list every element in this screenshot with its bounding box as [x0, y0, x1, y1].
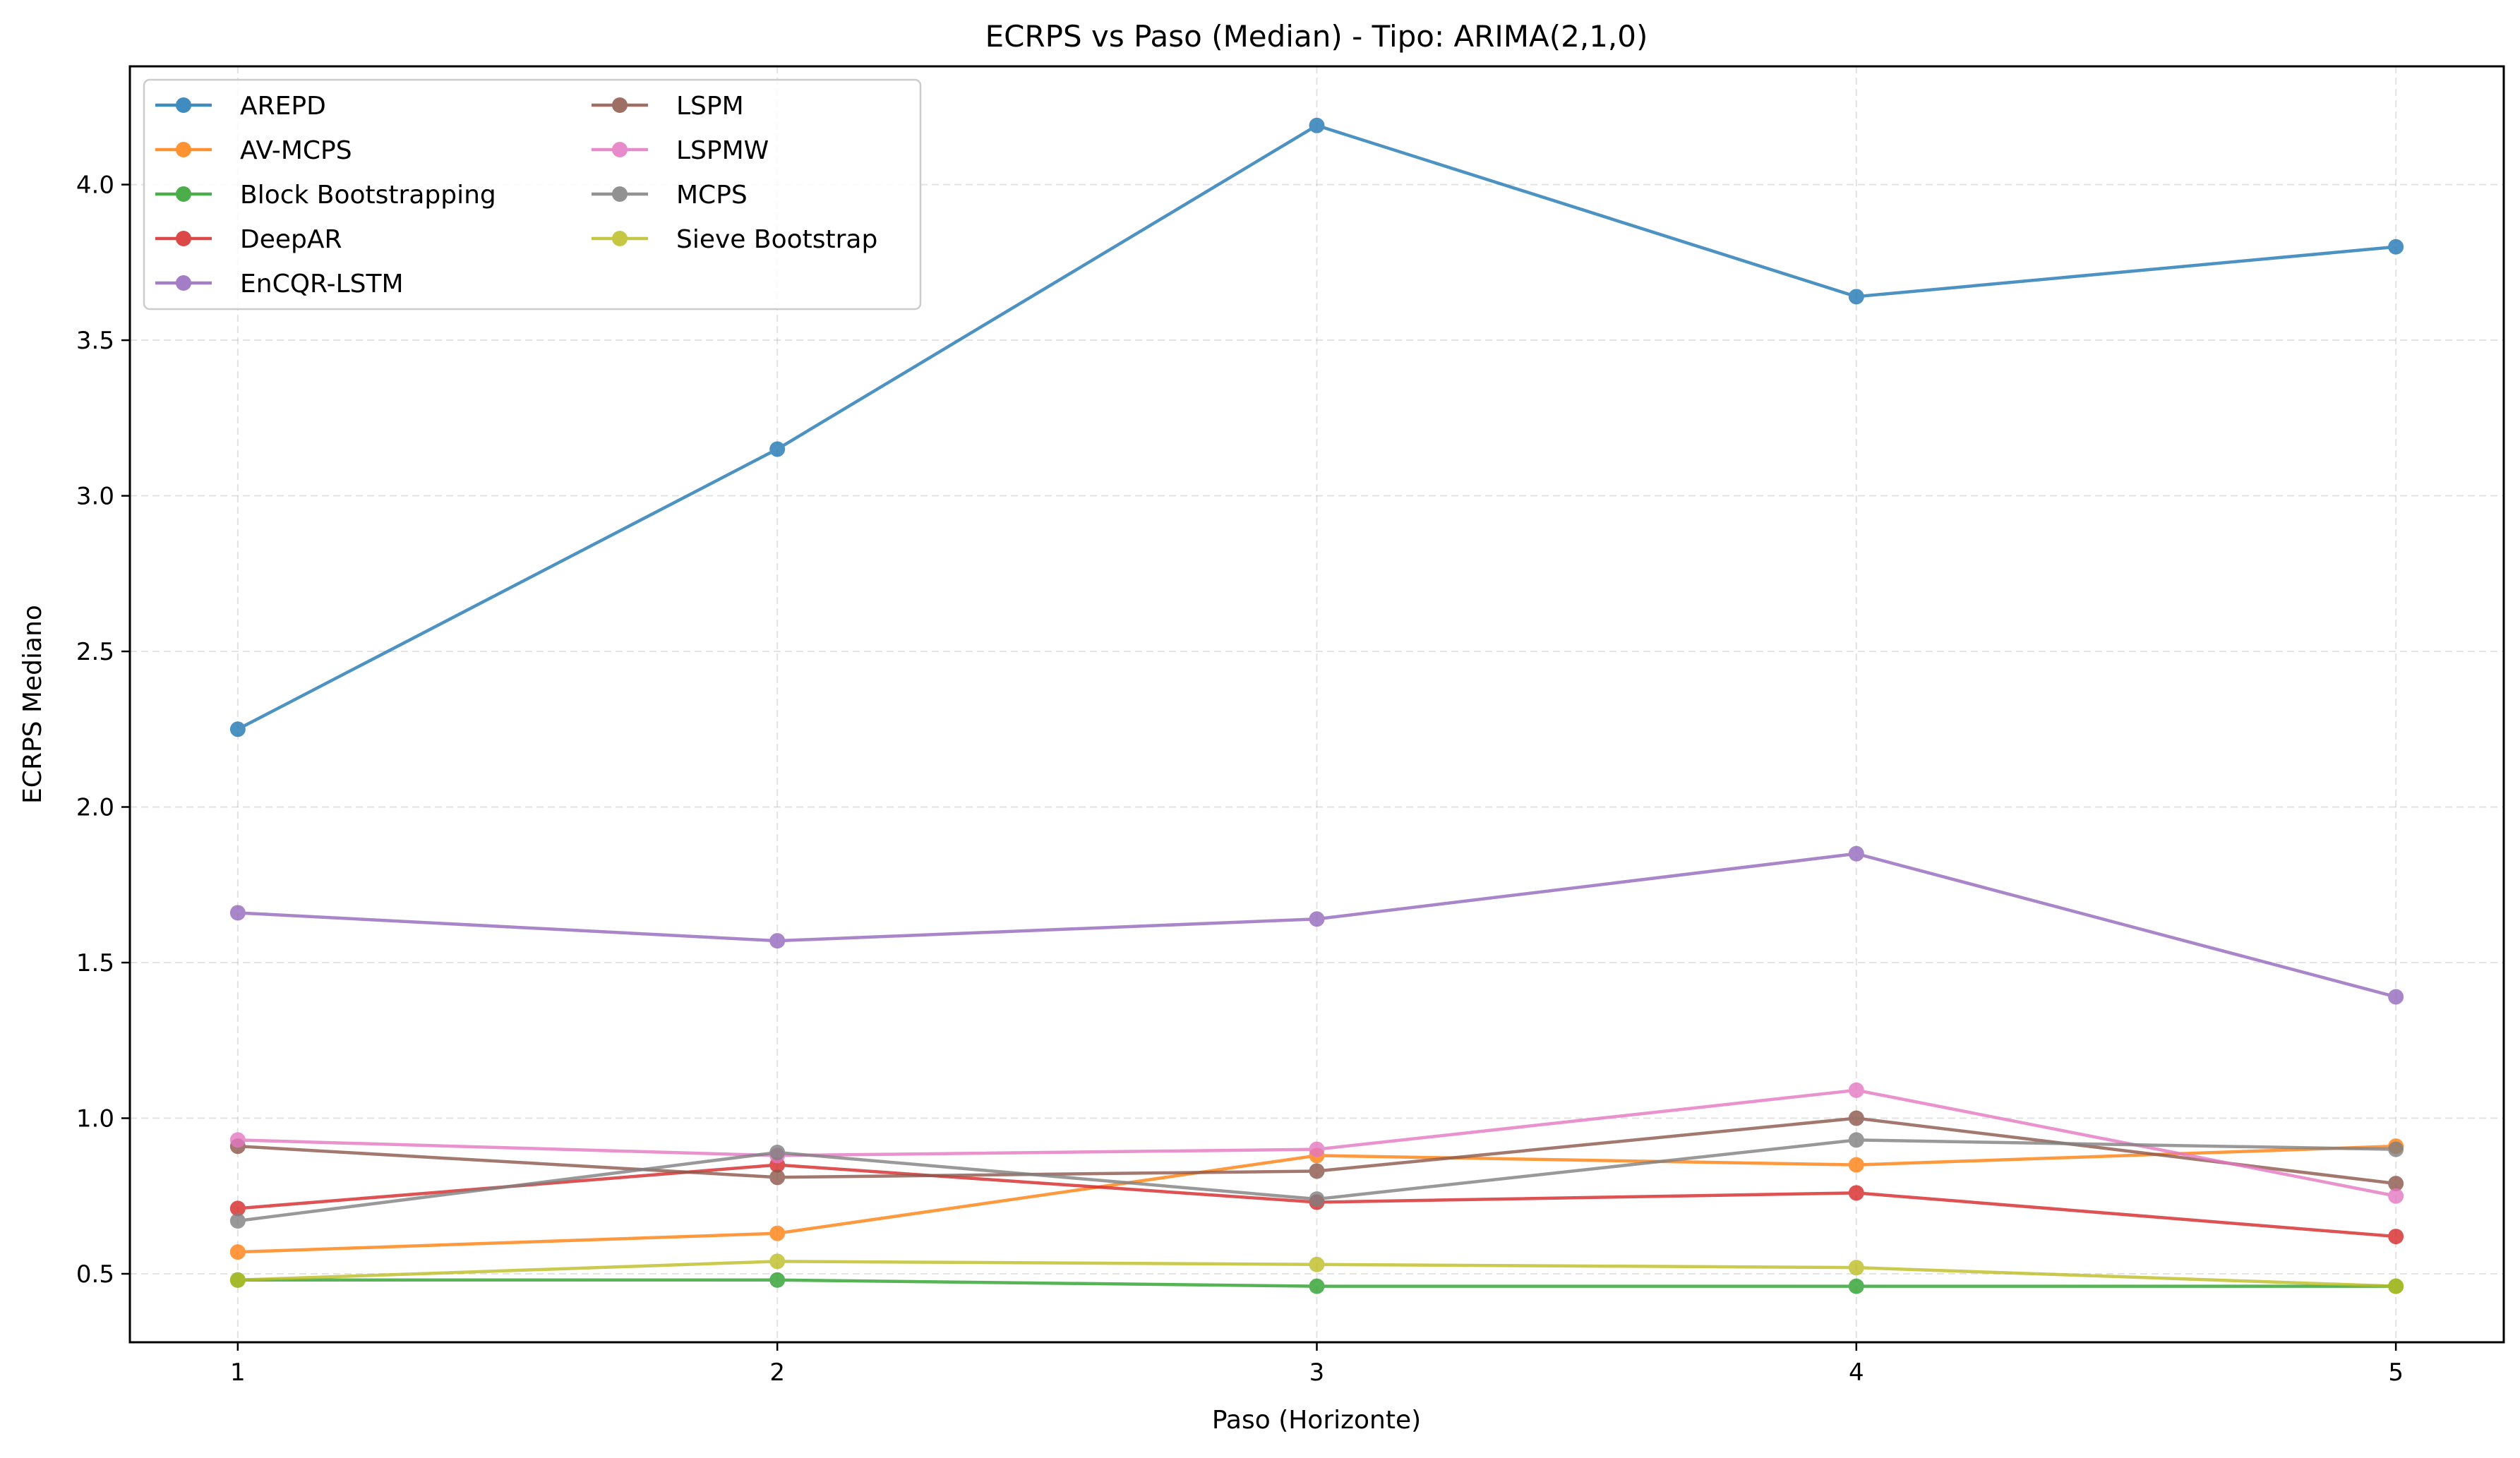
legend-label: AV-MCPS — [240, 136, 352, 165]
series-lspm — [229, 1110, 2404, 1192]
data-point-block-bootstrapping — [769, 1272, 786, 1288]
y-tick-label: 0.5 — [76, 1260, 114, 1289]
data-point-arepd — [2388, 239, 2404, 255]
legend-label: AREPD — [240, 92, 326, 121]
legend-label: DeepAR — [240, 225, 342, 254]
data-point-mcps — [1848, 1132, 1864, 1148]
legend-label: LSPMW — [676, 136, 769, 165]
x-axis-label: Paso (Horizonte) — [1212, 1406, 1421, 1435]
data-point-arepd — [229, 721, 246, 737]
legend-item-encqr-lstm — [155, 275, 212, 291]
legend-label: Block Bootstrapping — [240, 181, 496, 210]
data-point-sieve-bootstrap — [769, 1253, 786, 1270]
data-point-lspm — [1309, 1163, 1325, 1179]
legend-label: Sieve Bootstrap — [676, 225, 877, 254]
x-tick-label: 2 — [769, 1358, 785, 1387]
legend-item-lspm — [592, 97, 648, 113]
data-point-arepd — [769, 441, 786, 457]
series-layer — [229, 117, 2404, 1294]
data-point-av-mcps — [769, 1225, 786, 1241]
legend-swatch-marker — [612, 186, 628, 202]
data-point-deepar — [2388, 1229, 2404, 1245]
y-tick-label: 3.0 — [76, 483, 114, 511]
legend-item-av-mcps — [155, 142, 212, 157]
legend-item-arepd — [155, 97, 212, 113]
x-axis: 1 2 3 4 5 — [230, 1342, 2404, 1387]
legend-label: EnCQR-LSTM — [240, 270, 404, 299]
legend-label: LSPM — [676, 92, 744, 121]
y-tick-label: 2.0 — [76, 794, 114, 822]
data-point-encqr-lstm — [229, 905, 246, 921]
data-point-mcps — [2388, 1141, 2404, 1157]
data-point-block-bootstrapping — [1309, 1278, 1325, 1294]
legend-box — [143, 78, 922, 311]
data-point-encqr-lstm — [769, 933, 786, 949]
x-tick-label: 3 — [1309, 1358, 1325, 1387]
legend-swatch-marker — [176, 231, 191, 246]
legend-label: MCPS — [676, 181, 748, 210]
legend: AREPD AV-MCPS Block Bootstrapping DeepAR EnC… — [143, 78, 922, 311]
data-point-deepar — [229, 1200, 246, 1217]
legend-swatch-marker — [612, 231, 628, 246]
legend-swatch-marker — [176, 186, 191, 202]
data-point-arepd — [1309, 117, 1325, 133]
data-point-lspmw — [2388, 1188, 2404, 1204]
legend-item-deepar — [155, 231, 212, 246]
data-point-av-mcps — [229, 1244, 246, 1260]
data-point-av-mcps — [1848, 1157, 1864, 1173]
data-point-lspm — [2388, 1176, 2404, 1192]
data-point-mcps — [229, 1213, 246, 1229]
legend-item-mcps — [592, 186, 648, 202]
data-point-block-bootstrapping — [1848, 1278, 1864, 1294]
data-point-lspmw — [1309, 1141, 1325, 1157]
data-point-sieve-bootstrap — [229, 1272, 246, 1288]
data-point-arepd — [1848, 289, 1864, 305]
legend-swatch-marker — [176, 275, 191, 291]
x-tick-label: 1 — [230, 1358, 246, 1387]
legend-swatch-marker — [176, 97, 191, 113]
legend-item-lspmw — [592, 142, 648, 157]
data-point-lspmw — [1848, 1082, 1864, 1098]
legend-swatch-marker — [612, 142, 628, 157]
data-point-mcps — [1309, 1191, 1325, 1207]
series-lspmw — [229, 1082, 2404, 1204]
y-tick-label: 4.0 — [76, 171, 114, 200]
x-tick-label: 4 — [1849, 1358, 1864, 1387]
y-tick-label: 1.0 — [76, 1104, 114, 1133]
data-point-lspm — [769, 1169, 786, 1186]
series-arepd — [229, 117, 2404, 737]
y-tick-label: 3.5 — [76, 327, 114, 355]
data-point-mcps — [769, 1145, 786, 1161]
y-axis-label: ECRPS Mediano — [18, 605, 47, 804]
data-point-lspm — [1848, 1110, 1864, 1126]
data-point-sieve-bootstrap — [1309, 1256, 1325, 1272]
legend-item-block-bootstrapping — [155, 186, 212, 202]
series-mcps — [229, 1132, 2404, 1229]
legend-swatch-marker — [612, 97, 628, 113]
data-point-sieve-bootstrap — [2388, 1278, 2404, 1294]
y-axis: 0.5 1.0 1.5 2.0 2.5 3.0 3.5 4.0 — [76, 171, 130, 1289]
series-sieve-bootstrap — [229, 1253, 2404, 1294]
data-point-encqr-lstm — [2388, 989, 2404, 1005]
legend-swatch-marker — [176, 142, 191, 157]
y-tick-label: 1.5 — [76, 949, 114, 977]
data-point-encqr-lstm — [1848, 845, 1864, 862]
data-point-encqr-lstm — [1309, 911, 1325, 927]
data-point-sieve-bootstrap — [1848, 1260, 1864, 1276]
legend-item-sieve-bootstrap — [592, 231, 648, 246]
data-point-deepar — [1848, 1185, 1864, 1201]
chart-title: ECRPS vs Paso (Median) - Tipo: ARIMA(2,1… — [985, 19, 1648, 54]
y-tick-label: 2.5 — [76, 638, 114, 666]
series-encqr-lstm — [229, 845, 2404, 1005]
data-point-lspmw — [229, 1132, 246, 1148]
x-tick-label: 5 — [2388, 1358, 2404, 1387]
